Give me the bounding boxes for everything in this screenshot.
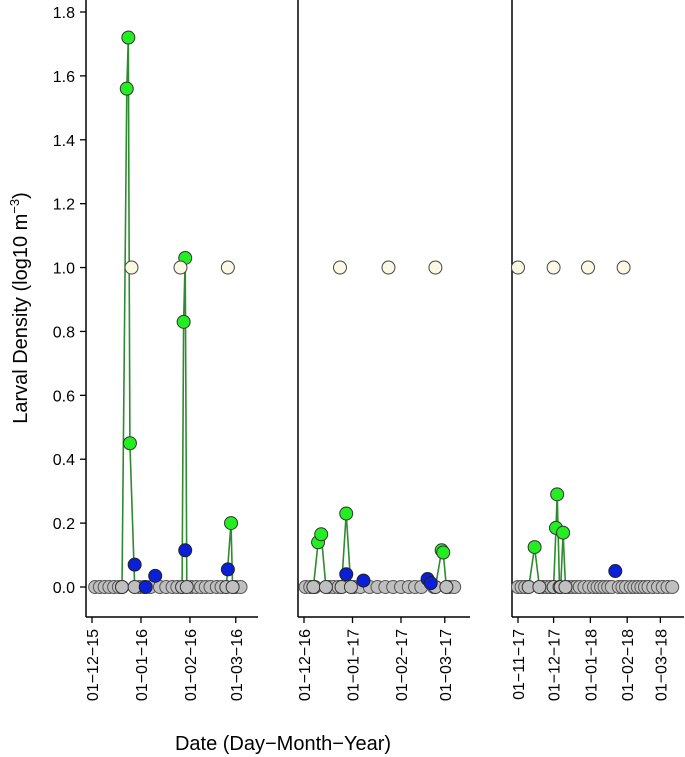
x-axis-title: Date (Day−Month−Year) [175,733,391,755]
blue-point [339,567,354,582]
x-tick-label: 01−01−16 [134,629,151,701]
x-tick-label: 01−02−16 [183,629,200,701]
green-point [556,525,571,540]
blue-point [220,562,235,577]
y-tick-label: 1.8 [53,5,75,22]
cream-point [511,260,525,275]
x-tick-label: 01−12−15 [85,629,102,701]
green-point [176,314,191,329]
cream-point [428,260,443,275]
blue-point [138,580,153,594]
x-tick-label: 01−12−17 [547,629,564,701]
blue-point [356,573,371,588]
cream-point [220,260,235,275]
y-axis-title-superscript: −3 [7,199,22,214]
cream-point [332,260,347,275]
zero-point [343,580,358,594]
zero-point [318,580,333,594]
zero-point [306,580,321,594]
zero-point [532,580,547,594]
y-axis-title: Larval Density (log10 m−3) [7,192,32,424]
green-series-line [527,494,567,588]
x-tick-label: 01−03−17 [438,629,455,701]
y-axis-title-suffix: ) [10,192,32,199]
cream-point [381,260,396,275]
green-point [121,30,136,45]
cream-point [616,260,631,275]
y-tick-label: 1.4 [53,133,75,150]
zero-point [115,580,130,594]
y-axis-title-main: Larval Density (log10 m [10,214,32,424]
green-point [527,540,542,555]
zero-point [558,580,573,594]
blue-point [608,564,623,579]
green-point [339,506,354,521]
x-tick-label: 01−03−16 [229,629,246,701]
y-tick-label: 0.4 [53,452,75,469]
tick-labels-layer: 0.0 0.2 0.4 0.6 0.8 1.0 1.2 1.4 1.6 1.8 01−12−15 01… [53,5,671,701]
green-series-line [121,37,234,588]
y-tick-label: 1.2 [53,197,75,214]
green-point [119,81,134,96]
x-tick-label: 01−01−18 [583,629,600,701]
x-tick-label: 01−02−17 [394,629,411,701]
cream-point [124,260,139,275]
data-points-layer [88,30,680,594]
green-point [224,516,239,531]
green-point [550,487,565,502]
y-tick-label: 1.0 [53,261,75,278]
x-tick-label: 01−01−17 [345,629,362,701]
blue-point [148,568,163,583]
green-point [122,436,137,451]
zero-point [179,580,194,594]
x-tick-label: 01−03−18 [653,629,670,701]
green-point [314,527,329,542]
blue-point [127,557,142,572]
axes-layer [80,0,684,623]
x-tick-label: 01−11−17 [511,629,528,700]
y-tick-label: 0.2 [53,516,75,533]
green-point [436,545,451,560]
zero-point [665,580,680,594]
blue-point [178,543,193,558]
cream-point [173,260,188,275]
y-tick-label: 0.8 [53,324,75,341]
zero-point [439,580,454,594]
cream-point [581,260,596,275]
y-tick-label: 0.0 [53,580,75,597]
cream-point [546,260,561,275]
zero-point [225,580,240,594]
series-lines-layer [121,37,567,588]
y-tick-label: 1.6 [53,69,75,86]
y-tick-label: 0.6 [53,388,75,405]
x-tick-label: 01−12−16 [297,629,314,701]
x-tick-label: 01−02−18 [620,629,637,701]
blue-point [423,576,438,591]
